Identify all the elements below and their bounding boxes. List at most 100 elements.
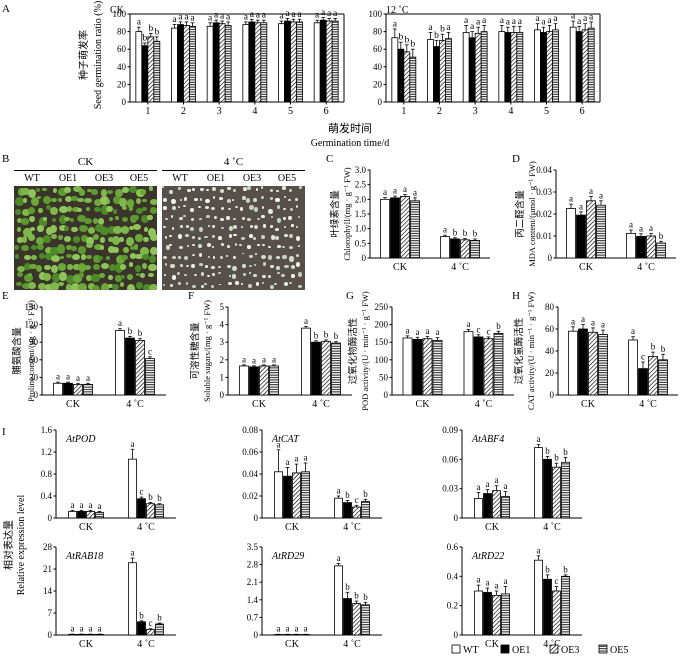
- bar-oe3-1: [147, 36, 155, 103]
- seedling: [42, 272, 52, 281]
- seedling: [170, 215, 174, 219]
- seedling: [249, 233, 253, 239]
- significance-letter: a: [244, 12, 249, 22]
- x-tick-label: 4 ˚C: [126, 399, 144, 410]
- significance-letter: b: [440, 25, 445, 35]
- seedling: [289, 281, 293, 285]
- seedling: [91, 284, 100, 290]
- seedling: [50, 206, 59, 215]
- photo-ck: CK WT OE1 OE3 OE5: [14, 156, 157, 290]
- bar-wt-4-c: [128, 562, 137, 636]
- seedling: [38, 208, 43, 213]
- significance-letter: b: [404, 35, 409, 45]
- significance-letter: a: [304, 316, 308, 326]
- seedling: [200, 284, 205, 289]
- bar-wt-4: [242, 24, 250, 103]
- seedling: [63, 216, 70, 222]
- seedling: [247, 217, 251, 222]
- seedling: [247, 186, 251, 190]
- significance-letter: a: [279, 12, 284, 22]
- y-tick-label: 0: [454, 513, 459, 523]
- seedling: [270, 225, 274, 229]
- y-tick-label: 0.08: [242, 425, 258, 435]
- seedling: [133, 224, 142, 231]
- significance-letter: a: [178, 12, 183, 22]
- seedling: [147, 227, 156, 238]
- bar-oe1-4-c: [343, 502, 352, 519]
- x-tick-label: CK: [485, 522, 500, 533]
- significance-letter: b: [138, 328, 143, 338]
- seedling: [232, 188, 237, 193]
- significance-letter: b: [398, 33, 403, 43]
- seedling: [256, 244, 260, 247]
- seedling: [199, 198, 203, 201]
- significance-letter: a: [226, 12, 231, 22]
- seedling: [114, 216, 120, 220]
- seedling: [226, 216, 230, 221]
- seedling: [235, 281, 239, 285]
- seedling: [126, 237, 135, 246]
- photo-cold-label-oe3: OE3: [242, 173, 262, 184]
- seedling: [205, 265, 209, 268]
- bar-oe3-ck: [422, 338, 433, 396]
- photo-cold-title: 4 ˚C: [223, 156, 244, 168]
- significance-letter: a: [304, 624, 308, 634]
- bar-wt-4-c: [128, 458, 137, 519]
- seedling: [29, 264, 37, 270]
- significance-letter: a: [71, 624, 75, 634]
- seedling: [121, 216, 128, 223]
- seedling: [52, 187, 57, 193]
- seedling: [71, 253, 80, 260]
- seedling: [28, 207, 35, 215]
- seedling: [30, 254, 37, 260]
- seedling: [171, 227, 175, 230]
- seedling: [37, 282, 46, 290]
- y-tick-label: 0: [548, 253, 553, 263]
- significance-letter: a: [89, 500, 93, 510]
- y-tick-label: 0.09: [442, 425, 458, 435]
- seedling: [119, 274, 126, 279]
- seedling: [21, 218, 29, 225]
- bar-oe5-ck: [501, 593, 510, 636]
- seedling: [101, 283, 110, 290]
- seedling: [133, 214, 139, 221]
- seedling: [205, 188, 209, 192]
- seedling: [149, 255, 157, 264]
- significance-letter: a: [295, 624, 299, 634]
- bar-wt-ck: [274, 471, 283, 519]
- x-tick-label: CK: [66, 399, 81, 410]
- seedling: [171, 198, 176, 204]
- significance-letter: a: [443, 225, 447, 235]
- seedling: [178, 255, 182, 259]
- significance-letter: c: [555, 576, 559, 586]
- bar-oe3-ck: [492, 490, 501, 519]
- x-tick-label: 4 ˚C: [475, 399, 493, 410]
- seedling: [115, 274, 122, 283]
- panel-a-xlabel-cn: 萌发时间: [328, 121, 372, 135]
- seedling: [249, 205, 254, 211]
- seedling: [51, 233, 58, 239]
- seedling: [277, 244, 281, 248]
- seedling: [183, 197, 187, 201]
- seedling: [140, 215, 149, 223]
- y-label-cn: 丙二醛含量: [514, 190, 526, 238]
- seedling: [115, 254, 125, 264]
- significance-letter: b: [463, 228, 468, 238]
- y-tick-label: 2.8: [247, 560, 259, 570]
- seedling: [141, 253, 149, 260]
- bar-oe1-ck: [63, 382, 73, 396]
- bar-wt-4-c: [534, 559, 543, 636]
- bar-oe3-4-c: [646, 235, 656, 259]
- seedling: [283, 195, 287, 198]
- y-label-cn: 过氧化物酶活性: [347, 317, 359, 384]
- seedling: [14, 254, 19, 259]
- seedling: [59, 272, 67, 281]
- seedling: [78, 283, 87, 290]
- seedling: [100, 205, 110, 215]
- panel-letter-e: E: [2, 290, 9, 302]
- seedling: [218, 272, 221, 275]
- seedling: [50, 282, 59, 290]
- y-tick-label: 0: [48, 630, 53, 640]
- seedling: [45, 284, 53, 290]
